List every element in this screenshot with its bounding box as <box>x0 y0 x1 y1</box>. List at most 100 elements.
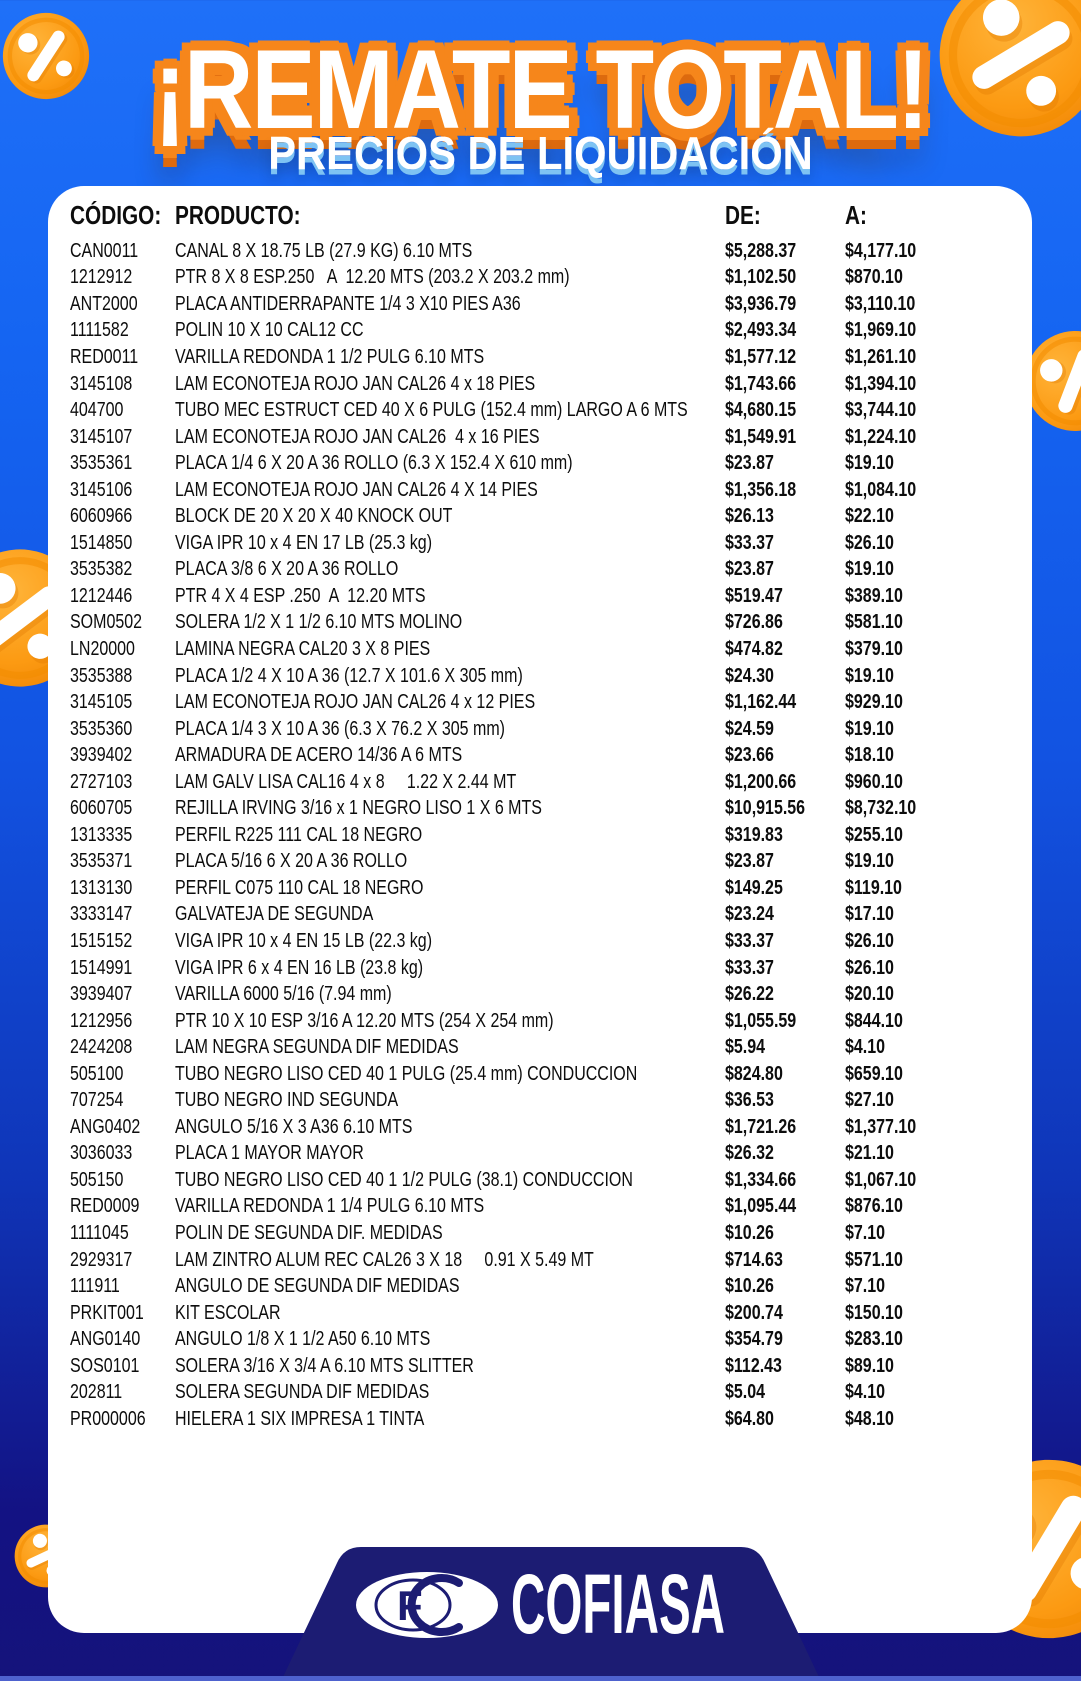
row-price-from: $714.63 <box>725 1248 783 1271</box>
row-price-from: $23.87 <box>725 452 774 475</box>
row-price-from: $112.43 <box>725 1354 782 1377</box>
row-product: PTR 4 X 4 ESP .250 A 12.20 MTS <box>175 584 426 607</box>
table-row: CAN0011 CANAL 8 X 18.75 LB (27.9 KG) 6.1… <box>70 238 1020 265</box>
footer-banner: F COFIASA <box>283 1547 819 1677</box>
table-row: 1212956 PTR 10 X 10 ESP 3/16 A 12.20 MTS… <box>70 1008 1020 1035</box>
table-row: 2929317 LAM ZINTRO ALUM REC CAL26 3 X 18… <box>70 1247 1020 1274</box>
row-price-to: $571.10 <box>845 1248 903 1271</box>
row-price-to: $4,177.10 <box>845 239 917 262</box>
column-header-code: CÓDIGO: <box>70 200 162 230</box>
row-price-from: $4,680.15 <box>725 399 797 422</box>
row-price-from: $824.80 <box>725 1062 783 1085</box>
row-product: PLACA 1/4 3 X 10 A 36 (6.3 X 76.2 X 305 … <box>175 717 505 740</box>
row-product: VIGA IPR 6 x 4 EN 16 LB (23.8 kg) <box>175 956 424 979</box>
row-price-from: $1,721.26 <box>725 1115 797 1138</box>
table-row: 3535371 PLACA 5/16 6 X 20 A 36 ROLLO $23… <box>70 849 1020 876</box>
row-price-from: $200.74 <box>725 1301 783 1324</box>
table-row: SOM0502 SOLERA 1/2 X 1 1/2 6.10 MTS MOLI… <box>70 610 1020 637</box>
row-price-from: $1,200.66 <box>725 770 797 793</box>
row-code: 3036033 <box>70 1142 133 1165</box>
table-row: RED0009 VARILLA REDONDA 1 1/4 PULG 6.10 … <box>70 1194 1020 1221</box>
row-price-to: $929.10 <box>845 691 903 714</box>
table-row: 3939407 VARILLA 6000 5/16 (7.94 mm) $26.… <box>70 981 1020 1008</box>
row-product: TUBO NEGRO LISO CED 40 1 1/2 PULG (38.1)… <box>175 1168 633 1191</box>
row-price-from: $1,356.18 <box>725 478 797 501</box>
row-product: VARILLA REDONDA 1 1/4 PULG 6.10 MTS <box>175 1195 485 1218</box>
row-product: POLIN DE SEGUNDA DIF. MEDIDAS <box>175 1222 443 1244</box>
row-price-from: $1,743.66 <box>725 372 797 395</box>
row-code: 1111582 <box>70 319 129 342</box>
cofiasa-logo-icon: F <box>356 1572 498 1638</box>
row-product: PERFIL C075 110 CAL 18 NEGRO <box>175 876 424 899</box>
row-code: 3535360 <box>70 717 133 740</box>
row-price-from: $33.37 <box>725 531 774 554</box>
table-row: 1212912 PTR 8 X 8 ESP.250 A 12.20 MTS (2… <box>70 265 1020 292</box>
row-code: 1313335 <box>70 823 133 846</box>
row-product: TUBO MEC ESTRUCT CED 40 X 6 PULG (152.4 … <box>175 399 688 422</box>
table-row: 2727103 LAM GALV LISA CAL16 4 x 8 1.22 X… <box>70 769 1020 796</box>
table-row: 6060705 REJILLA IRVING 3/16 x 1 NEGRO LI… <box>70 795 1020 822</box>
row-product: PLACA 5/16 6 X 20 A 36 ROLLO <box>175 850 408 873</box>
brand-text: COFIASA <box>511 1557 725 1651</box>
table-row: 1111582 POLIN 10 X 10 CAL12 CC $2,493.34… <box>70 318 1020 345</box>
bottom-edge-strip <box>0 1676 1081 1681</box>
row-price-to: $26.10 <box>845 956 894 979</box>
table-row: ANG0402 ANGULO 5/16 X 3 A36 6.10 MTS $1,… <box>70 1114 1020 1141</box>
table-row: PR000006 HIELERA 1 SIX IMPRESA 1 TINTA $… <box>70 1406 1020 1433</box>
table-row: 3333147 GALVATEJA DE SEGUNDA $23.24 $17.… <box>70 902 1020 929</box>
row-code: 3145107 <box>70 425 133 448</box>
row-code: 3535382 <box>70 558 133 581</box>
row-price-from: $33.37 <box>725 929 774 952</box>
row-code: 2929317 <box>70 1248 133 1271</box>
row-code: 505100 <box>70 1062 124 1085</box>
row-product: KIT ESCOLAR <box>175 1301 281 1324</box>
table-row: 3145105 LAM ECONOTEJA ROJO JAN CAL26 4 x… <box>70 689 1020 716</box>
row-product: PLACA ANTIDERRAPANTE 1/4 3 X10 PIES A36 <box>175 292 521 315</box>
table-row: RED0011 VARILLA REDONDA 1 1/2 PULG 6.10 … <box>70 344 1020 371</box>
row-product: SOLERA 1/2 X 1 1/2 6.10 MTS MOLINO <box>175 611 463 634</box>
row-code: 3145105 <box>70 691 133 714</box>
row-code: 3535371 <box>70 850 133 873</box>
row-price-to: $19.10 <box>845 558 894 581</box>
row-code: 202811 <box>70 1381 123 1404</box>
row-product: TUBO NEGRO IND SEGUNDA <box>175 1089 399 1112</box>
row-price-from: $10.26 <box>725 1222 774 1244</box>
row-price-to: $18.10 <box>845 744 894 767</box>
row-price-to: $48.10 <box>845 1407 894 1430</box>
column-header-to: A: <box>845 200 867 230</box>
row-price-to: $7.10 <box>845 1222 886 1244</box>
table-row: 1212446 PTR 4 X 4 ESP .250 A 12.20 MTS $… <box>70 583 1020 610</box>
row-code: 1212956 <box>70 1009 133 1032</box>
table-row: PRKIT001 KIT ESCOLAR $200.74 $150.10 <box>70 1300 1020 1327</box>
row-price-to: $150.10 <box>845 1301 903 1324</box>
row-code: CAN0011 <box>70 239 139 262</box>
row-code: 6060705 <box>70 797 133 820</box>
row-product: ANGULO 1/8 X 1 1/2 A50 6.10 MTS <box>175 1328 431 1351</box>
table-row: 1515152 VIGA IPR 10 x 4 EN 15 LB (22.3 k… <box>70 928 1020 955</box>
row-code: 3939407 <box>70 983 133 1006</box>
table-row: 3535361 PLACA 1/4 6 X 20 A 36 ROLLO (6.3… <box>70 450 1020 477</box>
row-price-from: $10,915.56 <box>725 797 806 820</box>
row-price-to: $389.10 <box>845 584 903 607</box>
row-code: 2424208 <box>70 1036 133 1059</box>
column-header-from: DE: <box>725 200 761 230</box>
row-price-from: $474.82 <box>725 637 783 660</box>
table-row: 2424208 LAM NEGRA SEGUNDA DIF MEDIDAS $5… <box>70 1034 1020 1061</box>
row-price-from: $319.83 <box>725 823 783 846</box>
price-panel: CÓDIGO: PRODUCTO: DE: A: CAN0011 CANAL 8… <box>48 186 1032 1633</box>
row-product: VIGA IPR 10 x 4 EN 15 LB (22.3 kg) <box>175 929 433 952</box>
row-product: LAM ECONOTEJA ROJO JAN CAL26 4 x 16 PIES <box>175 425 540 448</box>
row-code: 505150 <box>70 1168 124 1191</box>
row-product: ANGULO 5/16 X 3 A36 6.10 MTS <box>175 1115 413 1138</box>
row-price-to: $1,084.10 <box>845 478 917 501</box>
row-product: PLACA 1 MAYOR MAYOR <box>175 1142 364 1165</box>
row-price-to: $26.10 <box>845 531 894 554</box>
row-code: ANG0140 <box>70 1328 141 1351</box>
row-price-from: $726.86 <box>725 611 783 634</box>
table-row: ANT2000 PLACA ANTIDERRAPANTE 1/4 3 X10 P… <box>70 291 1020 318</box>
row-price-to: $19.10 <box>845 850 894 873</box>
row-product: LAM GALV LISA CAL16 4 x 8 1.22 X 2.44 MT <box>175 770 517 793</box>
row-price-to: $7.10 <box>845 1275 886 1298</box>
row-product: VARILLA REDONDA 1 1/2 PULG 6.10 MTS <box>175 345 485 368</box>
row-price-to: $4.10 <box>845 1381 886 1404</box>
